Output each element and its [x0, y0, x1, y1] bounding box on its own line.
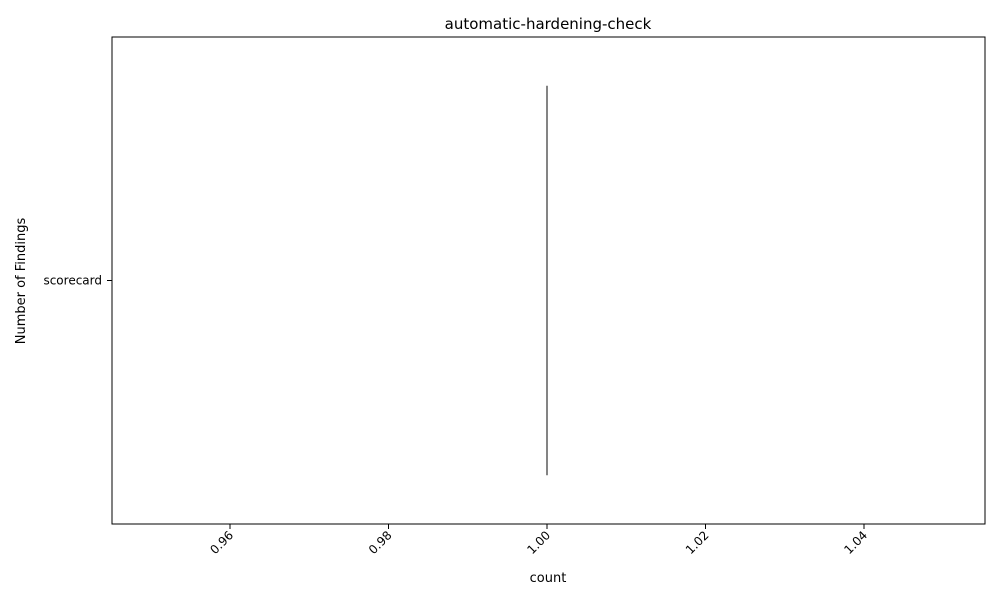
x-tick-label: 1.02 [683, 528, 712, 557]
chart-title: automatic-hardening-check [445, 15, 652, 33]
plot-area: scorecard 0.96 0.98 1.00 1.02 1.04 [43, 85, 870, 557]
y-tick-label: scorecard [43, 274, 102, 288]
x-tick-label: 1.00 [524, 528, 553, 557]
x-axis-label: count [530, 571, 567, 586]
x-tick-label: 0.96 [207, 528, 236, 557]
plot-frame [111, 36, 986, 525]
x-tick-label: 1.04 [841, 528, 870, 557]
x-tick-label: 0.98 [366, 528, 395, 557]
y-axis-label: Number of Findings [14, 218, 29, 345]
